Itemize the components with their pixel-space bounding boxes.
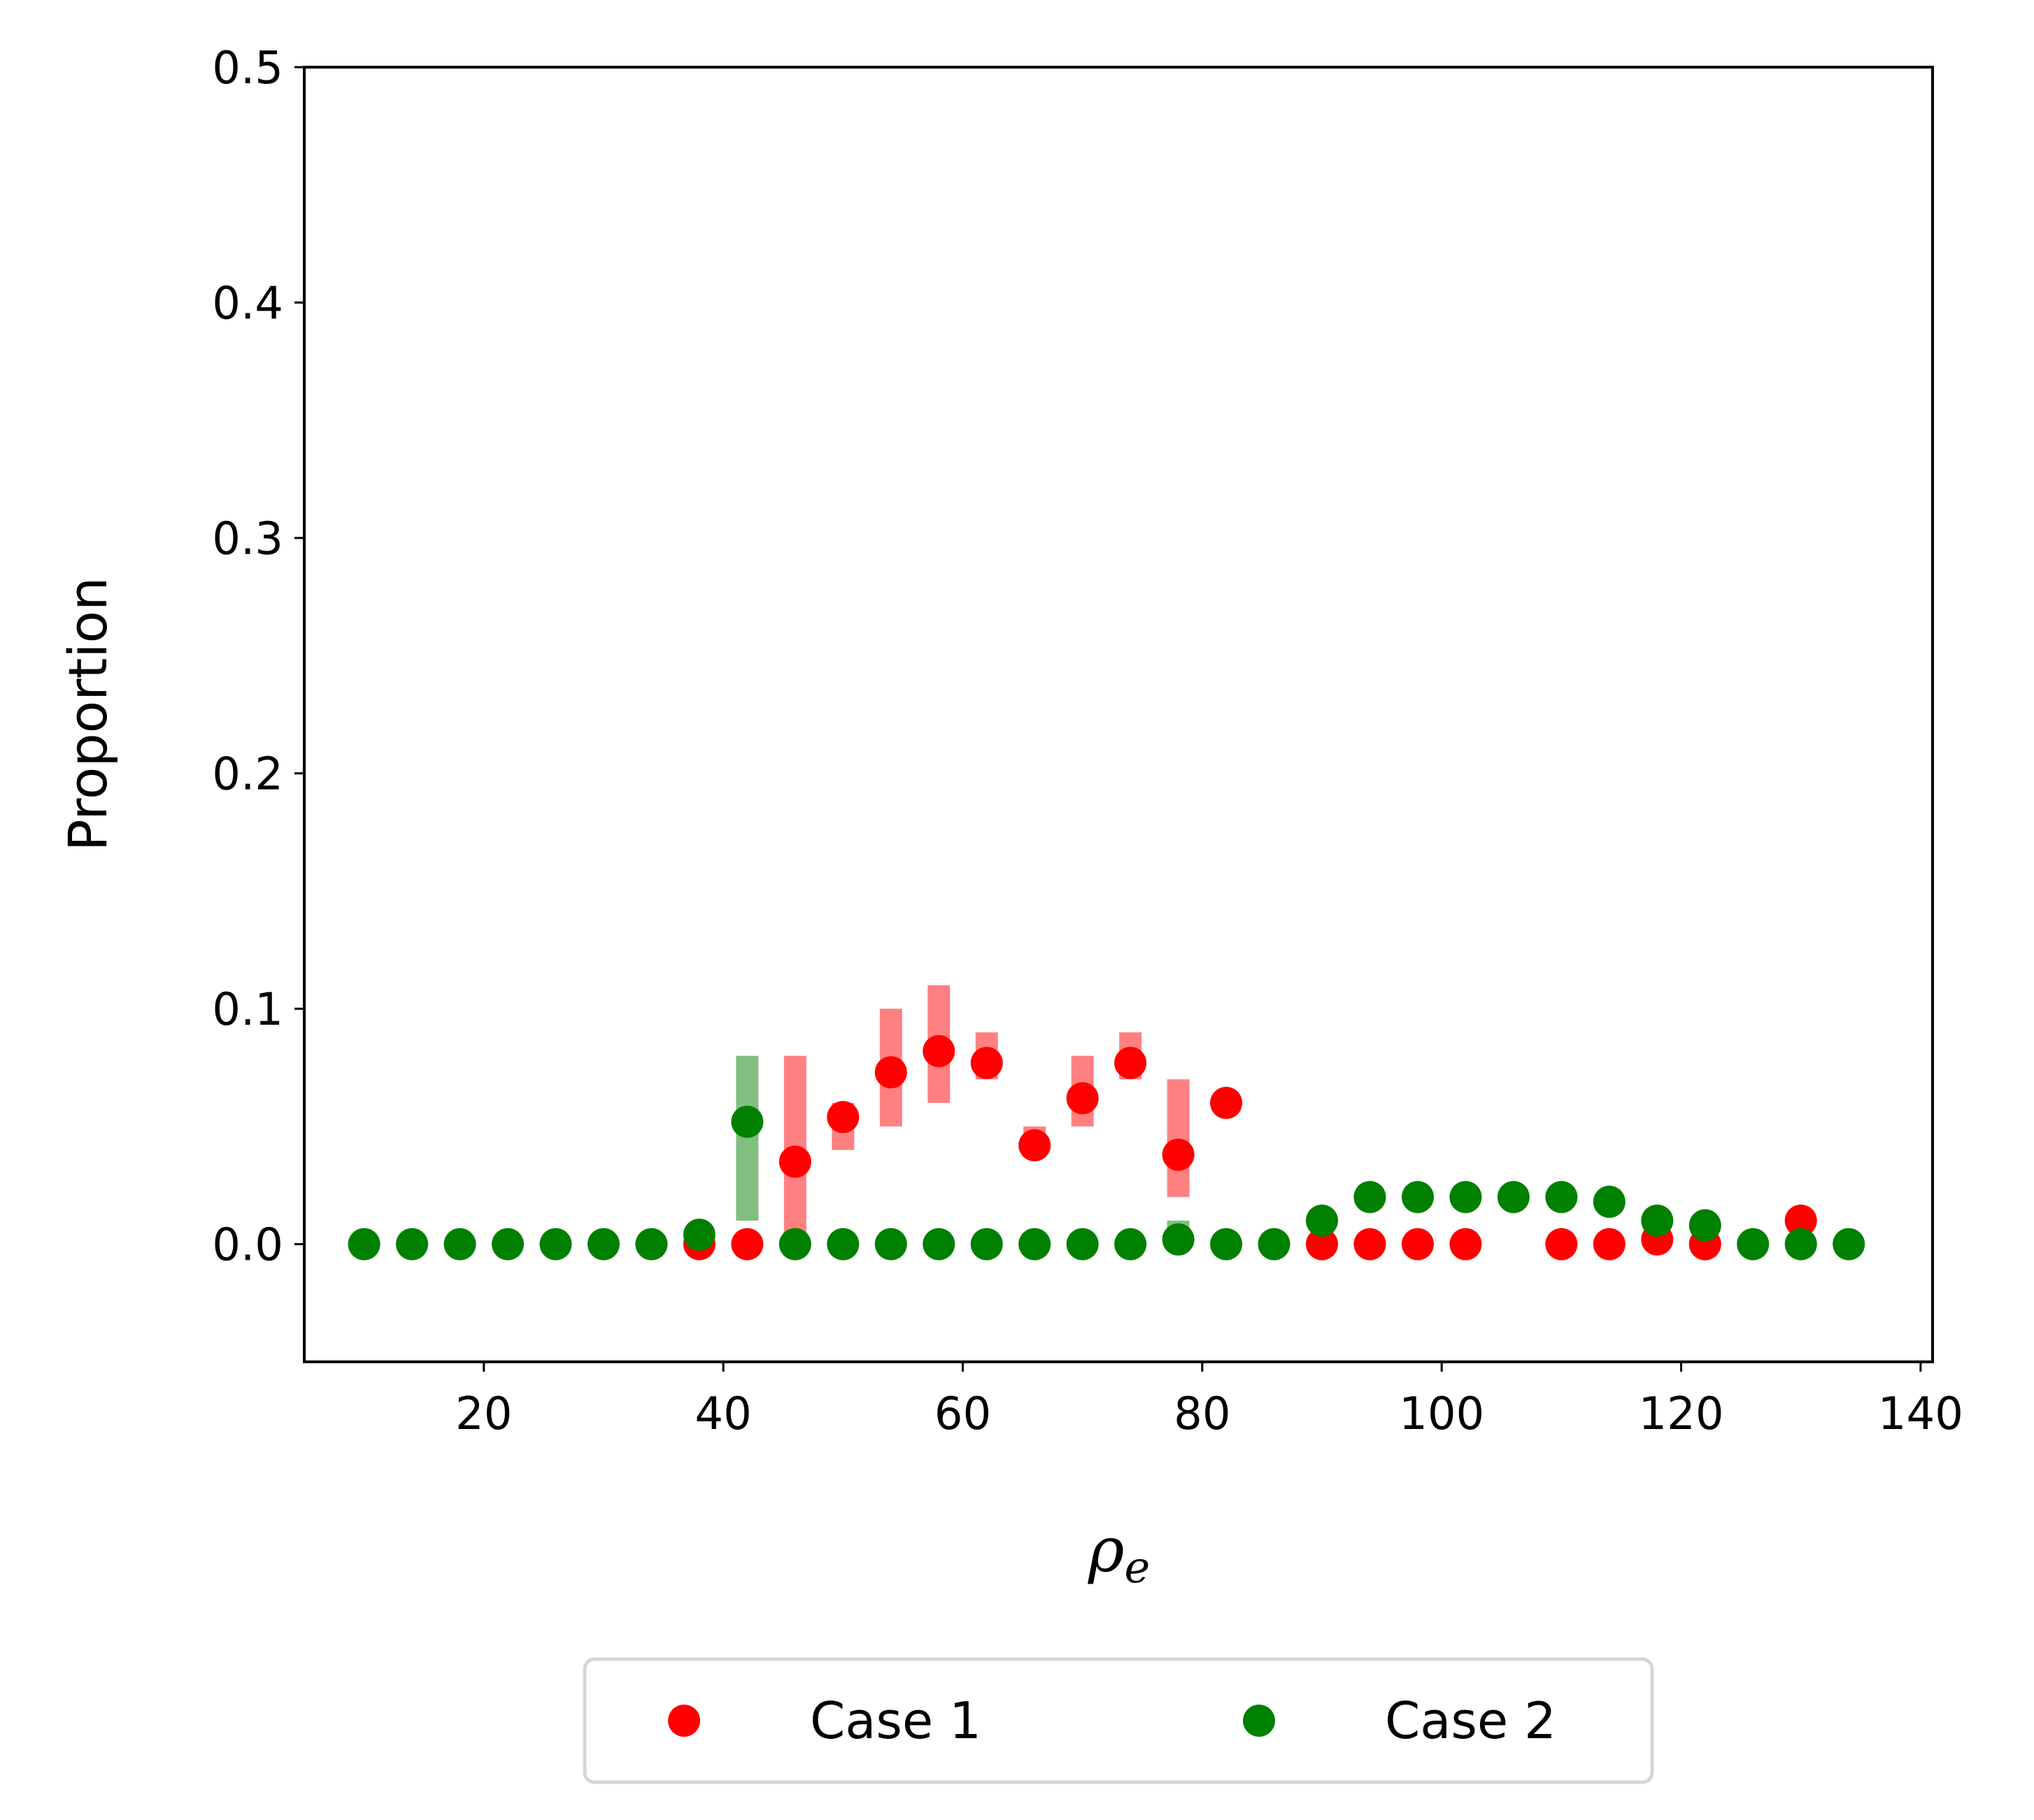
- data-point-case-2: [731, 1105, 764, 1138]
- data-point-case-1: [1545, 1228, 1578, 1260]
- data-point-case-2: [1688, 1209, 1721, 1242]
- data-point-case-1: [1210, 1086, 1243, 1119]
- data-point-case-1: [1162, 1138, 1195, 1171]
- axis-ticks: 20 40 60 80 100 120 140 0.0 0.1 0.2 0.3 0.4 0.5: [212, 43, 1963, 1440]
- data-point-case-2: [1162, 1223, 1195, 1256]
- x-tick-label: 100: [1399, 1388, 1484, 1440]
- x-tick-label: 60: [934, 1388, 991, 1440]
- x-axis-title: ρe: [1088, 1514, 1150, 1593]
- data-point-case-1: [874, 1056, 907, 1089]
- y-tick-label: 0.0: [212, 1220, 283, 1272]
- data-point-case-2: [1018, 1228, 1051, 1260]
- y-axis-title: Proportion: [57, 577, 119, 851]
- data-point-case-2: [1066, 1228, 1099, 1260]
- y-tick-label: 0.3: [212, 513, 283, 565]
- legend-marker-case-1: [668, 1705, 700, 1737]
- data-point-case-1: [1306, 1228, 1338, 1260]
- data-point-case-2: [443, 1228, 476, 1260]
- data-point-case-2: [1306, 1204, 1338, 1237]
- data-point-case-1: [778, 1145, 811, 1178]
- data-point-case-2: [683, 1218, 716, 1251]
- data-point-case-1: [1353, 1228, 1386, 1260]
- data-point-case-2: [778, 1228, 811, 1260]
- data-point-case-1: [923, 1035, 955, 1067]
- data-point-case-2: [635, 1228, 668, 1260]
- data-point-case-2: [1401, 1181, 1434, 1214]
- data-point-case-2: [587, 1228, 620, 1260]
- data-point-case-2: [1210, 1228, 1243, 1260]
- data-point-case-2: [1593, 1186, 1626, 1218]
- data-point-case-2: [1258, 1228, 1290, 1260]
- data-point-case-2: [827, 1228, 860, 1260]
- data-point-case-2: [1114, 1228, 1147, 1260]
- data-point-case-1: [1449, 1228, 1482, 1260]
- data-point-case-2: [1737, 1228, 1770, 1260]
- data-point-case-2: [1784, 1228, 1817, 1260]
- data-point-case-2: [1545, 1181, 1578, 1214]
- data-point-case-2: [923, 1228, 955, 1260]
- data-point-case-2: [874, 1228, 907, 1260]
- data-point-case-1: [1066, 1082, 1099, 1115]
- legend: Case 1 Case 2: [583, 1657, 1654, 1784]
- data-point-case-1: [1784, 1204, 1817, 1237]
- plot-frame: [303, 66, 1934, 1363]
- data-points: [348, 1035, 1865, 1260]
- data-point-case-2: [1353, 1181, 1386, 1214]
- x-tick-label: 140: [1878, 1388, 1963, 1440]
- x-tick-label: 20: [455, 1388, 512, 1440]
- x-tick-label: 120: [1638, 1388, 1723, 1440]
- legend-label-case-2: Case 2: [1385, 1691, 1556, 1750]
- data-point-case-2: [348, 1228, 381, 1260]
- legend-marker-case-2: [1243, 1705, 1275, 1737]
- legend-label-case-1: Case 1: [810, 1691, 981, 1750]
- data-point-case-1: [1401, 1228, 1434, 1260]
- x-tick-label: 80: [1174, 1388, 1230, 1440]
- y-tick-label: 0.4: [212, 278, 283, 330]
- data-point-case-2: [1833, 1228, 1865, 1260]
- x-tick-label: 40: [695, 1388, 751, 1440]
- y-tick-label: 0.1: [212, 984, 283, 1036]
- data-point-case-2: [492, 1228, 524, 1260]
- data-point-case-2: [396, 1228, 429, 1260]
- data-point-case-2: [539, 1228, 572, 1260]
- data-point-case-1: [1114, 1046, 1147, 1079]
- data-point-case-2: [1449, 1181, 1482, 1214]
- data-point-case-2: [1497, 1181, 1530, 1214]
- data-point-case-1: [1593, 1228, 1626, 1260]
- y-tick-label: 0.5: [212, 43, 283, 94]
- data-point-case-1: [970, 1046, 1003, 1079]
- legend-box: [583, 1657, 1654, 1784]
- data-point-case-2: [1641, 1204, 1674, 1237]
- data-point-case-1: [827, 1100, 860, 1133]
- data-point-case-2: [970, 1228, 1003, 1260]
- y-tick-label: 0.2: [212, 749, 283, 801]
- data-point-case-1: [731, 1228, 764, 1260]
- data-point-case-1: [1018, 1129, 1051, 1162]
